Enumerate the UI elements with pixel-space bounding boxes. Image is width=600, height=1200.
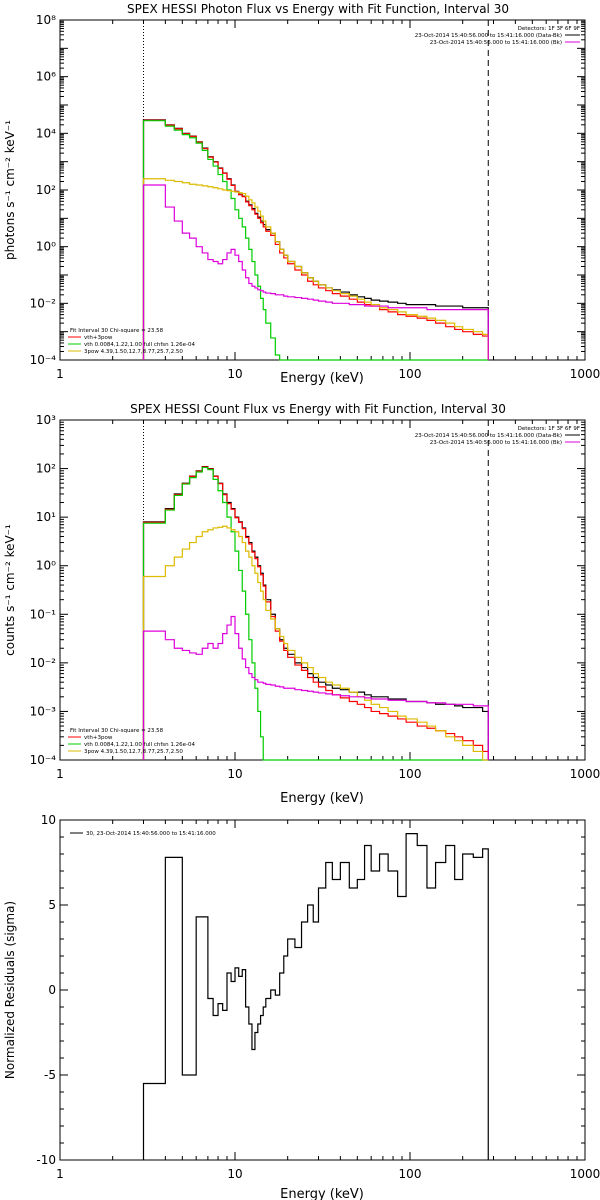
y-tick-label: 10⁻¹ [30,607,57,621]
series-line [142,120,489,361]
y-tick-label: 10⁰ [36,240,56,254]
y-tick-label: 0 [48,983,56,997]
chart-title: SPEX HESSI Photon Flux vs Energy with Fi… [127,2,509,16]
y-tick-label: 10⁻² [30,296,57,310]
series-line [142,466,489,760]
legend-entry: Fit Interval 30 Chi-square = 23.58 [70,328,164,334]
legend-entry: Fit Interval 30 Chi-square = 23.58 [70,728,164,734]
legend-entry: 23-Oct-2014 15:40:56.000 to 15:41:16.000… [415,433,562,439]
legend-entry: vth 0.0084,1.22,1.00 full chfsn 1.26e-04 [84,342,196,348]
legend-entry: 23-Oct-2014 15:40:56.000 to 15:41:16.000… [415,33,562,39]
series-line [142,466,489,761]
y-axis-label: Normalized Residuals (sigma) [3,901,17,1079]
legend-entry: 23-Oct-2014 15:40:56.000 to 15:41:16.000… [430,40,562,46]
legend-entry: 3pow 4.39,1.50,12.7,8.77,25.7,2.50 [84,349,183,355]
legend: Detectors: 1F 3F 6F 9F 23-Oct-2014 15:40… [415,26,580,46]
y-tick-label: 10² [36,462,56,476]
legend-entry: vth+3pow [84,735,113,741]
legend: Fit Interval 30 Chi-square = 23.58 vth+3… [68,728,196,755]
y-tick-label: 10⁰ [36,559,56,573]
x-tick-label: 1000 [570,1167,600,1181]
y-tick-label: 10⁻⁴ [30,353,57,367]
y-tick-label: 10² [36,183,56,197]
y-tick-label: 10³ [36,413,56,427]
x-tick-label: 10 [227,367,242,381]
plot-frame [59,819,586,1161]
y-tick-label: 10¹ [36,510,56,524]
y-tick-label: 10⁻³ [30,704,57,718]
y-tick-label: 10 [41,813,56,827]
y-axis-label: counts s⁻¹ cm⁻² keV⁻¹ [3,524,17,656]
x-tick-label: 100 [399,767,422,781]
x-tick-label: 1 [56,367,64,381]
legend: 30, 23-Oct-2014 15:40:56.000 to 15:41:16… [70,831,216,837]
legend-entry: Detectors: 1F 3F 6F 9F [518,426,580,432]
series-line [142,833,489,1160]
y-tick-label: 10⁶ [36,70,56,84]
legend: Fit Interval 30 Chi-square = 23.58 vth+3… [68,328,196,355]
series-line [142,465,489,760]
x-tick-label: 1 [56,1167,64,1181]
y-tick-label: -5 [44,1068,56,1082]
x-tick-label: 1 [56,767,64,781]
y-tick-label: 10⁴ [36,126,56,140]
legend-entry: 3pow 4.39,1.50,12.7,8.77,25.7,2.50 [84,749,183,755]
x-tick-label: 10 [227,1167,242,1181]
series-line [142,525,489,761]
x-tick-label: 1000 [570,767,600,781]
x-axis-label: Energy (keV) [280,791,364,806]
x-axis-label: Energy (keV) [280,1187,364,1200]
plot-frame [59,419,586,761]
series-line [142,119,489,360]
y-tick-label: -10 [36,1153,56,1167]
x-tick-label: 100 [399,1167,422,1181]
y-tick-label: 10⁻² [30,656,57,670]
x-tick-label: 10 [227,767,242,781]
x-tick-label: 1000 [570,367,600,381]
count-flux-panel: SPEX HESSI Count Flux vs Energy with Fit… [3,402,600,806]
series-line [142,178,489,360]
y-axis-label: photons s⁻¹ cm⁻² keV⁻¹ [3,120,17,260]
legend-entry: 30, 23-Oct-2014 15:40:56.000 to 15:41:16… [86,831,216,837]
series-line [142,184,489,360]
plot-frame [59,19,586,361]
x-tick-label: 100 [399,367,422,381]
legend-entry: vth+3pow [84,335,113,341]
residuals-panel: 1 10 100 1000 -10 -5 0 5 10 Energy (keV)… [3,813,600,1200]
legend-entry: Detectors: 1F 3F 6F 9F [518,26,580,32]
x-axis-label: Energy (keV) [280,371,364,386]
legend-entry: vth 0.0084,1.22,1.00 full chfsn 1.26e-04 [84,742,196,748]
legend-entry: 23-Oct-2014 15:40:56.000 to 15:41:16.000… [430,440,562,446]
photon-flux-panel: SPEX HESSI Photon Flux vs Energy with Fi… [3,2,600,386]
y-tick-label: 10⁻⁴ [30,753,57,767]
chart-title: SPEX HESSI Count Flux vs Energy with Fit… [130,402,506,416]
y-tick-label: 10⁸ [36,13,56,27]
y-tick-label: 5 [48,898,56,912]
legend: Detectors: 1F 3F 6F 9F 23-Oct-2014 15:40… [415,426,580,446]
series-line [142,119,489,360]
series-line [142,615,489,760]
